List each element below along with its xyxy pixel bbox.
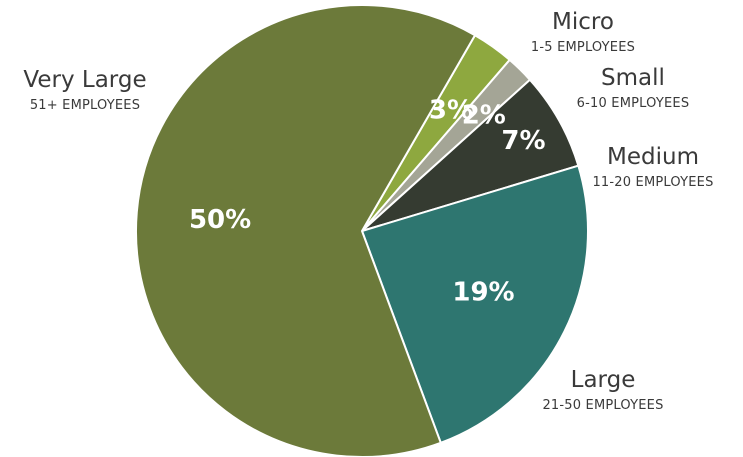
pie-slice-large — [361, 164, 589, 444]
category-name-very-large: Very Large — [23, 67, 146, 93]
category-name-medium: Medium — [607, 144, 699, 170]
pie-slice-very-large — [135, 4, 476, 457]
percent-label-large: 19% — [452, 277, 514, 307]
category-name-large: Large — [571, 367, 636, 393]
pie-slices — [135, 4, 589, 457]
category-sublabel-micro: 1-5 EMPLOYEES — [531, 40, 635, 55]
percent-label-very-large: 50% — [189, 205, 251, 235]
percent-labels: 3%2%7% 19% 50% — [189, 96, 546, 308]
percent-label-small: 2% — [462, 101, 506, 131]
category-sublabel-small: 6-10 EMPLOYEES — [577, 96, 690, 111]
category-sublabel-large: 21-50 EMPLOYEES — [542, 398, 663, 413]
category-sublabel-very-large: 51+ EMPLOYEES — [30, 98, 140, 113]
percent-label-micro: 3% — [429, 96, 473, 126]
category-labels: Micro 1-5 EMPLOYEES Small 6-10 EMPLOYEES Med… — [23, 9, 713, 413]
category-name-micro: Micro — [552, 9, 614, 35]
percent-label-medium: 7% — [501, 126, 545, 156]
category-sublabel-medium: 11-20 EMPLOYEES — [592, 175, 713, 190]
category-name-small: Small — [601, 65, 665, 91]
